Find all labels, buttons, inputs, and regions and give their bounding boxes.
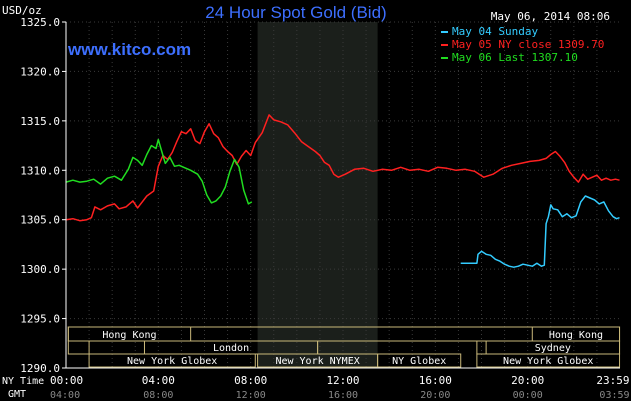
legend-swatch-series-1 (441, 31, 448, 33)
y-axis-unit-label: USD/oz (2, 4, 42, 17)
y-tick-label-7: 1290.0 (20, 362, 60, 375)
y-tick-label-1: 1320.0 (20, 65, 60, 78)
session-row3-label-3: New York Globex (503, 356, 593, 367)
x-tick-label-ny-3: 12:00 (326, 374, 359, 387)
legend-entry-series-1: May 04 Sunday (452, 25, 538, 38)
x-tick-label-gmt-6: 03:59 (599, 390, 629, 401)
x-tick-label-gmt-4: 20:00 (420, 390, 450, 401)
x-tick-label-ny-0: 00:00 (50, 374, 83, 387)
session-row3-label-2: NY Globex (392, 356, 446, 367)
session-row3-box-2 (377, 353, 462, 368)
legend: May 04 Sunday May 05 NY close 1309.70 Ma… (441, 25, 604, 64)
session-row3-box-0 (88, 353, 256, 368)
x-tick-label-gmt-3: 16:00 (328, 390, 358, 401)
legend-entry-series-3: May 06 Last 1307.10 (452, 51, 578, 64)
legend-swatch-series-3 (441, 57, 448, 59)
series-line-3 (65, 138, 253, 205)
y-tick-label-3: 1310.0 (20, 164, 60, 177)
x-tick-label-ny-6: 23:59 (596, 374, 629, 387)
session-row1-label-0: Hong Kong (102, 330, 156, 341)
y-tick-label-5: 1300.0 (20, 263, 60, 276)
y-tick-label-6: 1295.0 (20, 313, 60, 326)
x-tick-label-ny-1: 04:00 (142, 374, 175, 387)
y-tick-label-4: 1305.0 (20, 214, 60, 227)
chart-timestamp: May 06, 2014 08:06 (491, 10, 610, 23)
y-tick-label-0: 1325.0 (20, 16, 60, 29)
session-row1-box-0 (67, 326, 192, 342)
series-line-1 (460, 195, 620, 268)
x-tick-label-gmt-2: 12:00 (236, 390, 266, 401)
nymex-shaded-region (257, 22, 378, 368)
x-tick-label-gmt-1: 08:00 (143, 390, 173, 401)
session-row3-box-3 (476, 353, 621, 368)
gmt-row-label: GMT (8, 389, 26, 400)
session-row2-label-1: Sydney (535, 343, 571, 354)
x-tick-label-ny-5: 20:00 (511, 374, 544, 387)
chart-title: 24 Hour Spot Gold (Bid) (205, 3, 386, 22)
watermark-text: www.kitco.com (67, 40, 191, 59)
x-tick-label-gmt-0: 04:00 (50, 390, 80, 401)
session-row1-label-1: Hong Kong (549, 330, 603, 341)
session-row2-label-0: London (213, 343, 249, 354)
session-row3-label-0: New York Globex (127, 356, 217, 367)
ny-time-row-label: NY Time (2, 376, 44, 387)
series-line-2 (65, 114, 620, 222)
legend-entry-series-2: May 05 NY close 1309.70 (452, 38, 604, 51)
x-tick-label-ny-2: 08:00 (234, 374, 267, 387)
x-tick-label-gmt-5: 00:00 (513, 390, 543, 401)
legend-swatch-series-2 (441, 44, 448, 46)
y-tick-label-2: 1315.0 (20, 115, 60, 128)
session-row3-label-1: New York NYMEX (275, 356, 359, 367)
x-tick-label-ny-4: 16:00 (419, 374, 452, 387)
